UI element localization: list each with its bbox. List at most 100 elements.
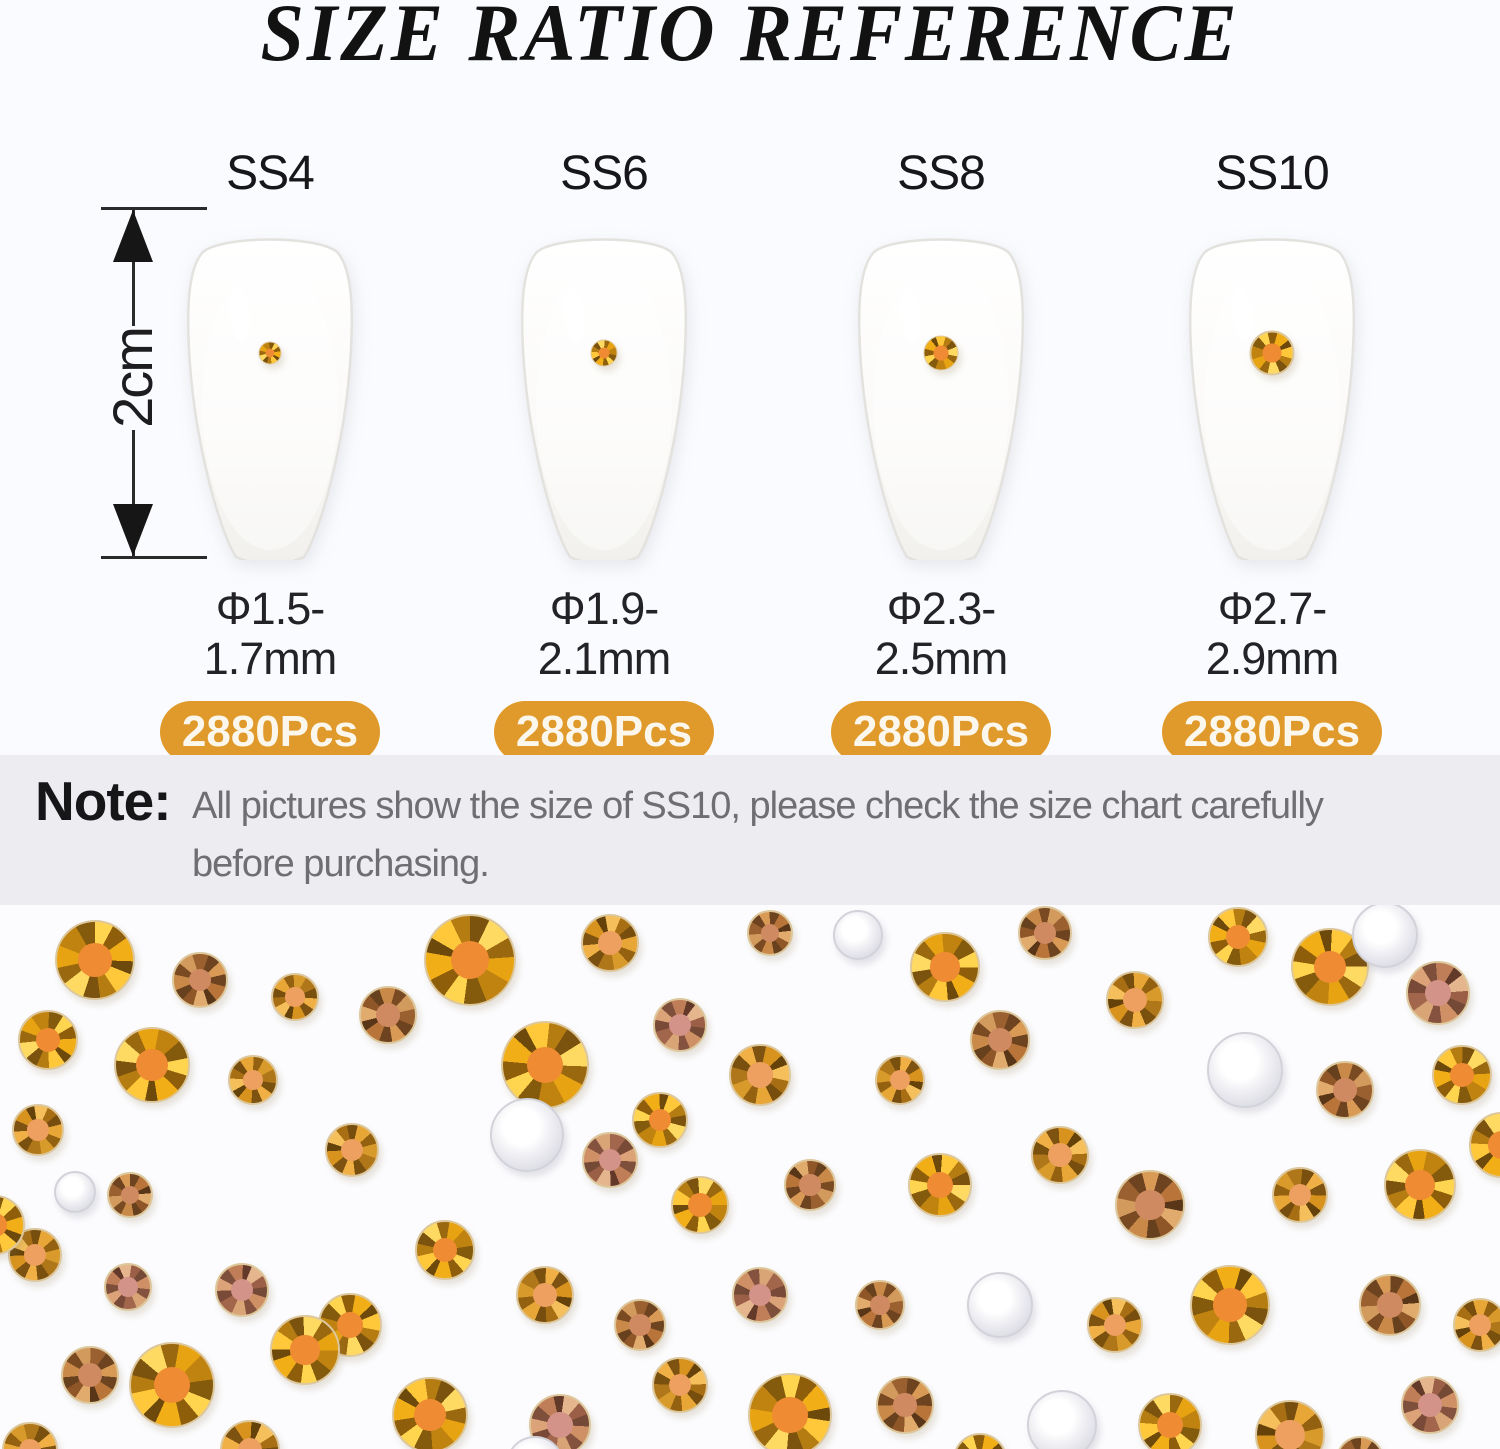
- rhinestone-center-facet: [341, 1139, 363, 1161]
- nail-graphic: [186, 238, 354, 560]
- rhinestone-center-facet: [933, 345, 949, 361]
- rhinestone-flipped: [833, 910, 883, 960]
- rhinestone-center-facet: [285, 987, 305, 1007]
- rhinestone-flipped: [967, 1272, 1033, 1338]
- nail-graphic: [1188, 238, 1356, 560]
- rhinestone-center-facet: [930, 952, 960, 982]
- rhinestone: [172, 952, 228, 1008]
- nail-rhinestone: [590, 339, 618, 367]
- rhinestone: [1384, 1149, 1456, 1221]
- quantity-badge: 2880Pcs: [159, 701, 381, 763]
- rhinestone: [581, 914, 639, 972]
- rhinestone-center-facet: [760, 923, 780, 943]
- nail-graphic: [520, 238, 688, 560]
- measure-line-top: [132, 210, 135, 326]
- rhinestone: [732, 1267, 788, 1323]
- rhinestone: [729, 1044, 791, 1106]
- nail-graphic: [857, 238, 1025, 560]
- rhinestone-center-facet: [1275, 1420, 1305, 1449]
- rhinestone: [1031, 1126, 1089, 1184]
- rhinestone: [1272, 1167, 1328, 1223]
- rhinestone: [582, 1132, 638, 1188]
- rhinestone-center-facet: [376, 1003, 400, 1027]
- rhinestone: [18, 1010, 78, 1070]
- rhinestone-center-facet: [1377, 1292, 1403, 1318]
- rhinestone-center-facet: [598, 931, 622, 955]
- rhinestone-center-facet: [1048, 1143, 1072, 1167]
- size-label: SS6: [560, 147, 649, 200]
- rhinestone-center-facet: [629, 1314, 651, 1336]
- rhinestone-center-facet: [24, 1244, 46, 1266]
- rhinestone-center-facet: [450, 940, 490, 980]
- rhinestone-center-facet: [526, 1046, 564, 1084]
- rhinestone-flipped: [1352, 905, 1418, 968]
- rhinestone: [228, 1055, 278, 1105]
- rhinestone: [1106, 971, 1164, 1029]
- rhinestone-center-facet: [35, 1027, 61, 1053]
- rhinestone-center-facet: [231, 1279, 253, 1301]
- rhinestone-center-facet: [1418, 1393, 1442, 1417]
- rhinestone: [1336, 1436, 1384, 1449]
- rhinestone-center-facet: [772, 1397, 808, 1433]
- rhinestone: [784, 1159, 836, 1211]
- diameter-label: Φ2.3-2.5mm: [874, 583, 1009, 684]
- diameter-label: Φ1.5-1.7mm: [203, 583, 338, 684]
- rhinestone-center-facet: [432, 1237, 458, 1263]
- rhinestone-center-facet: [414, 1399, 446, 1431]
- rhinestone-center-facet: [1488, 1131, 1500, 1159]
- note-line-2: before purchasing.: [192, 843, 490, 885]
- rhinestone-center-facet: [136, 1049, 168, 1081]
- rhinestone: [325, 1123, 379, 1177]
- nail-tip: [845, 215, 1037, 560]
- size-label: SS4: [226, 147, 315, 200]
- rhinestone-center-facet: [237, 1437, 263, 1449]
- size-label: SS8: [897, 147, 986, 200]
- rhinestone-center-facet: [78, 1363, 102, 1387]
- rhinestone: [1018, 906, 1072, 960]
- measure-line-bottom: [132, 430, 135, 556]
- measure-top-cap: [101, 207, 207, 210]
- rhinestone: [671, 1176, 729, 1234]
- rhinestone-center-facet: [748, 1283, 772, 1307]
- rhinestone-center-facet: [1225, 924, 1251, 950]
- nail-rhinestone: [1249, 330, 1295, 376]
- rhinestone-center-facet: [926, 1171, 954, 1199]
- rhinestone-center-facet: [889, 1069, 911, 1091]
- rhinestone-center-facet: [242, 1069, 264, 1091]
- diameter-label: Φ2.7-2.9mm: [1205, 583, 1340, 684]
- rhinestone-center-facet: [1449, 1062, 1475, 1088]
- quantity-badge: 2880Pcs: [493, 701, 715, 763]
- rhinestone-center-facet: [1405, 1170, 1435, 1200]
- rhinestone: [747, 910, 793, 956]
- page-title: SIZE RATIO REFERENCE: [260, 0, 1240, 78]
- rhinestone-flipped: [490, 1098, 564, 1172]
- rhinestone: [632, 1092, 688, 1148]
- rhinestone: [1432, 1045, 1492, 1105]
- rhinestone: [1469, 1112, 1500, 1178]
- rhinestone: [215, 1263, 269, 1317]
- rhinestone-center-facet: [893, 1393, 917, 1417]
- rhinestone: [424, 914, 516, 1006]
- rhinestone-center-facet: [265, 348, 275, 358]
- rhinestone: [270, 1315, 340, 1385]
- arrow-down-icon: [113, 504, 153, 556]
- rhinestone: [1087, 1297, 1143, 1353]
- rhinestone: [953, 1433, 1007, 1449]
- rhinestone-center-facet: [78, 943, 112, 977]
- nail-tip: [1176, 215, 1368, 560]
- rhinestone: [104, 1263, 152, 1311]
- rhinestone: [1115, 1170, 1185, 1240]
- rhinestone-center-facet: [1424, 979, 1452, 1007]
- note-heading: Note:: [35, 770, 172, 832]
- rhinestone-center-facet: [1469, 1314, 1491, 1336]
- rhinestone-flipped: [54, 1171, 96, 1213]
- rhinestone: [1453, 1298, 1500, 1352]
- rhinestone-center-facet: [1288, 1183, 1312, 1207]
- rhinestone-center-facet: [336, 1311, 364, 1339]
- rhinestone-center-facet: [688, 1193, 712, 1217]
- rhinestone: [271, 973, 319, 1021]
- rhinestone: [748, 1373, 832, 1449]
- rhinestone: [652, 1357, 708, 1413]
- rhinestone: [970, 1010, 1030, 1070]
- rhinestone-center-facet: [598, 1148, 622, 1172]
